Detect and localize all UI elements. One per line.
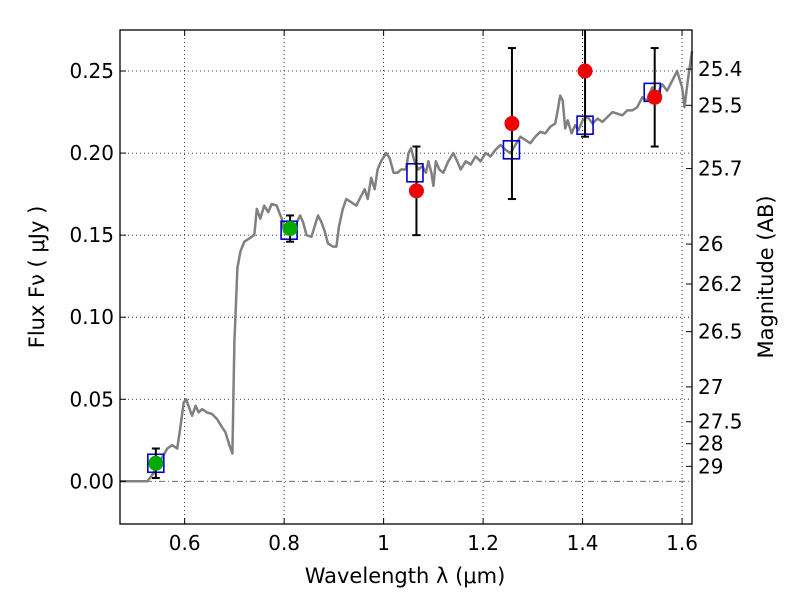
- photometry-series: [148, 63, 663, 471]
- mag-tick-label: 25.5: [698, 93, 743, 117]
- mag-tick-label: 26.5: [698, 320, 743, 344]
- mag-tick-label: 27.5: [698, 410, 743, 434]
- mag-tick-label: 27: [698, 375, 723, 399]
- data-point: [148, 455, 164, 471]
- model-box-series: [147, 82, 662, 474]
- mag-tick-label: 25.4: [698, 57, 743, 81]
- x-tick-label: 0.8: [268, 531, 300, 555]
- x-tick-label: 1.2: [467, 531, 499, 555]
- y-tick-label: 0.20: [69, 141, 114, 165]
- data-point: [504, 116, 520, 132]
- data-point: [577, 63, 593, 79]
- right-axis-title: Magnitude (AB): [754, 195, 778, 358]
- axis-ticks: [120, 30, 692, 524]
- grid-lines: [120, 30, 692, 524]
- mag-tick-label: 29: [698, 454, 723, 478]
- model-flux-box: [406, 162, 424, 183]
- y-tick-label: 0.10: [69, 305, 114, 329]
- sed-series: [120, 51, 694, 483]
- sed-line: [120, 51, 694, 483]
- y-tick-label: 0.15: [69, 223, 114, 247]
- mag-tick-label: 26: [698, 232, 723, 256]
- y-tick-label: 0.05: [69, 387, 114, 411]
- data-point: [282, 221, 298, 237]
- data-point: [647, 89, 663, 105]
- data-point: [408, 183, 424, 199]
- y-tick-label: 0.00: [69, 469, 114, 493]
- mag-tick-label: 28: [698, 432, 723, 456]
- tick-labels: 0.6 0.8 1 1.2 1.4 1.6 0.00 0.05 0.10 0.15 0.20 0.25…: [69, 57, 742, 555]
- x-tick-label: 1.6: [666, 531, 698, 555]
- y-tick-label: 0.25: [69, 59, 114, 83]
- x-axis-title: Wavelength λ (μm): [305, 564, 506, 588]
- x-tick-label: 1: [377, 531, 390, 555]
- x-tick-label: 1.4: [567, 531, 599, 555]
- plot-frame: [119, 29, 693, 525]
- mag-tick-label: 25.7: [698, 157, 743, 181]
- mag-tick-label: 26.2: [698, 272, 743, 296]
- y-axis-title: Flux Fν ( μJy ): [25, 206, 49, 349]
- x-tick-label: 0.6: [169, 531, 201, 555]
